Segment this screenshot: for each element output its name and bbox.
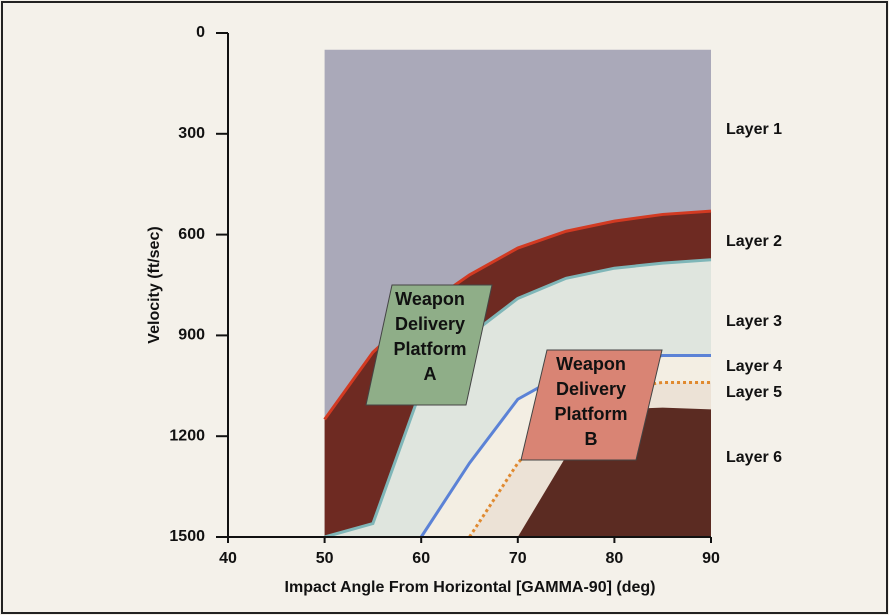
- layer-label: Layer 5: [726, 384, 782, 401]
- x-tick-label: 90: [702, 550, 720, 567]
- y-tick-label: 600: [178, 226, 205, 243]
- platform-label: Platform: [554, 404, 627, 424]
- x-tick-label: 50: [316, 550, 334, 567]
- chart: Velocity (ft/sec) Impact Angle From Hori…: [0, 0, 889, 615]
- layer-label: Layer 6: [726, 449, 782, 466]
- layer-label: Layer 1: [726, 121, 782, 138]
- x-tick-label: 70: [509, 550, 527, 567]
- platform-label: Delivery: [556, 379, 626, 399]
- y-tick-label: 1500: [169, 528, 205, 545]
- platform-label: Delivery: [395, 314, 465, 334]
- x-tick-label: 40: [219, 550, 237, 567]
- x-tick-label: 80: [606, 550, 624, 567]
- y-tick-label: 300: [178, 125, 205, 142]
- y-tick-label: 0: [196, 24, 205, 41]
- x-tick-label: 60: [412, 550, 430, 567]
- platform-label: Platform: [393, 339, 466, 359]
- layer-label: Layer 3: [726, 313, 782, 330]
- y-tick-label: 1200: [169, 427, 205, 444]
- y-tick-label: 900: [178, 327, 205, 344]
- platform-label: Weapon: [395, 289, 465, 309]
- y-axis-label: Velocity (ft/sec): [146, 226, 163, 343]
- x-axis-label: Impact Angle From Horizontal [GAMMA-90] …: [285, 579, 656, 596]
- platform-label: Weapon: [556, 354, 626, 374]
- layer-label: Layer 4: [726, 358, 782, 375]
- platform-label: B: [585, 429, 598, 449]
- layer-label: Layer 2: [726, 233, 782, 250]
- platform-label: A: [424, 364, 437, 384]
